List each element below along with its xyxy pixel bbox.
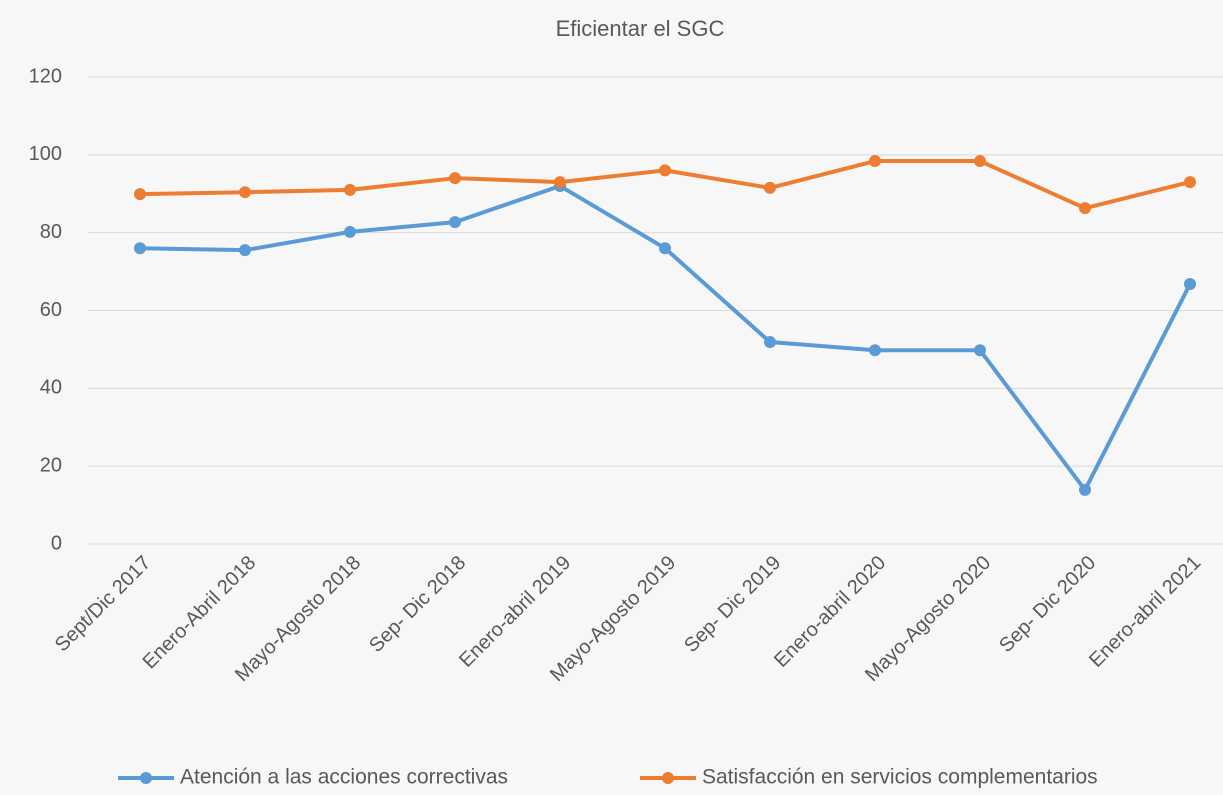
y-tick-label: 120 [29, 65, 62, 87]
data-point [764, 336, 776, 349]
legend-marker [140, 772, 152, 784]
legend-label: Satisfacción en servicios complementario… [702, 766, 1098, 789]
y-tick-label: 60 [40, 299, 62, 321]
data-point [239, 244, 251, 257]
data-point [239, 186, 251, 199]
data-point [344, 225, 356, 238]
data-point [1184, 176, 1196, 189]
legend-marker [662, 772, 674, 784]
data-point [659, 242, 671, 255]
y-tick-label: 40 [40, 377, 62, 399]
data-point [659, 164, 671, 177]
y-tick-label: 80 [40, 221, 62, 243]
data-point [1079, 202, 1091, 215]
data-point [869, 344, 881, 357]
y-tick-label: 20 [40, 454, 62, 476]
data-point [1079, 483, 1091, 496]
legend-label: Atención a las acciones correctivas [180, 766, 508, 789]
chart-title: Eficientar el SGC [556, 16, 725, 41]
data-point [449, 216, 461, 229]
y-tick-label: 100 [29, 143, 62, 165]
data-point [974, 344, 986, 357]
data-point [344, 183, 356, 196]
data-point [134, 188, 146, 201]
data-point [134, 242, 146, 255]
data-point [869, 155, 881, 168]
data-point [1184, 278, 1196, 291]
y-tick-label: 0 [51, 532, 62, 554]
data-point [974, 155, 986, 168]
data-point [449, 172, 461, 185]
data-point [764, 181, 776, 194]
data-point [554, 176, 566, 189]
